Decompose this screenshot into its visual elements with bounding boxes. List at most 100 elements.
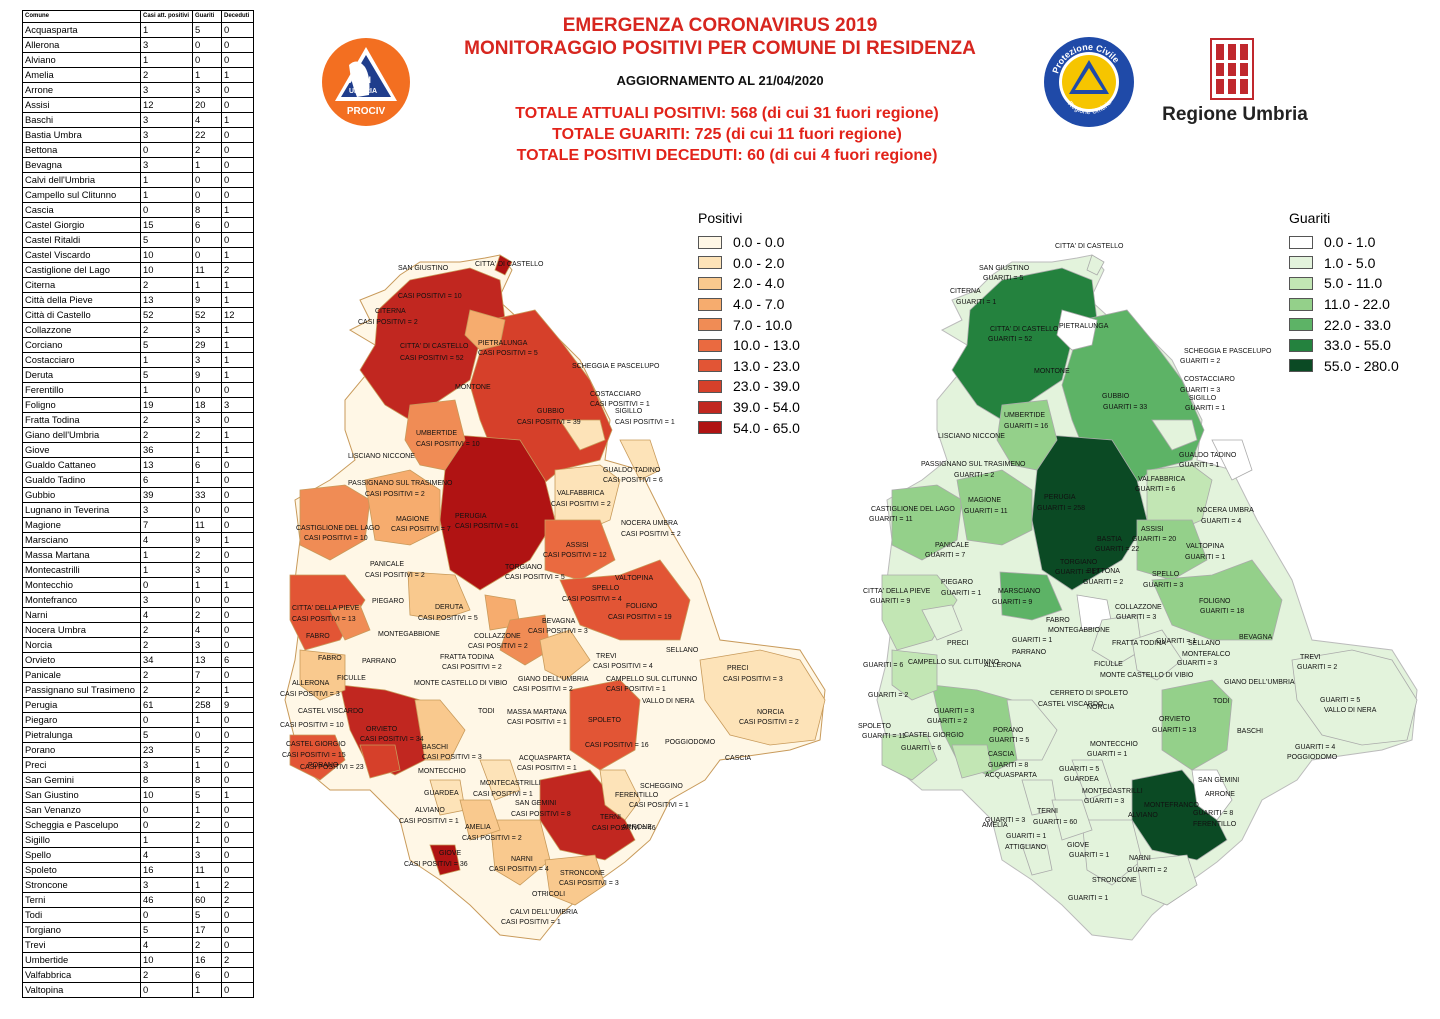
guariti-map: CITTA' DI CASTELLO SAN GIUSTINO GUARITI = … bbox=[0, 0, 1418, 941]
legend-positivi-item: 13.0 - 23.0 bbox=[698, 356, 800, 377]
guariti-map-label: CITTA' DELLA PIEVE bbox=[863, 588, 931, 595]
positivi-municipality bbox=[329, 604, 371, 641]
guariti-map-label: NOCERA UMBRA bbox=[1197, 507, 1254, 514]
legend-guariti-item: 0.0 - 1.0 bbox=[1289, 232, 1399, 253]
positivi-municipality bbox=[464, 309, 506, 351]
positivi-map-label: DERUTA bbox=[435, 604, 464, 611]
positivi-map-label: CASI POSITIVI = 16 bbox=[585, 742, 649, 749]
positivi-map-label: CASI POSITIVI = 4 bbox=[593, 663, 653, 670]
positivi-map-label: FICULLE bbox=[337, 675, 366, 682]
positivi-municipality bbox=[559, 419, 606, 451]
legend-guariti-swatch bbox=[1289, 338, 1313, 352]
guariti-map-label: GUARITI = 4 bbox=[1295, 744, 1335, 751]
positivi-map-label: POGGIODOMO bbox=[665, 739, 716, 746]
positivi-map-label: CAMPELLO SUL CLITUNNO bbox=[606, 676, 698, 683]
guariti-map-label: SAN GEMINI bbox=[1198, 777, 1239, 784]
guariti-municipality bbox=[891, 484, 963, 561]
guariti-map-label: BETTONA bbox=[1087, 568, 1120, 575]
legend-positivi-swatch bbox=[698, 421, 722, 435]
guariti-map-label: GUARITI = 1 bbox=[1068, 895, 1108, 902]
guariti-municipality bbox=[1161, 679, 1233, 771]
positivi-map-label: PIETRALUNGA bbox=[478, 340, 528, 347]
legend-positivi-swatch bbox=[698, 235, 722, 249]
guariti-map-label: GUARITI = 6 bbox=[901, 745, 941, 752]
guariti-map-label: GUARITI = 3 bbox=[1143, 582, 1183, 589]
guariti-map-label: GUARITI = 6 bbox=[863, 662, 903, 669]
guariti-map-label: ATTIGLIANO bbox=[1005, 844, 1047, 851]
guariti-municipality bbox=[1291, 649, 1418, 746]
guariti-map-label: GIANO DELL'UMBRIA bbox=[1224, 679, 1295, 686]
guariti-map-label: BEVAGNA bbox=[1239, 634, 1273, 641]
guariti-map-label: VALTOPINA bbox=[1186, 543, 1224, 550]
positivi-map-label: CASI POSITIVI = 1 bbox=[629, 802, 689, 809]
positivi-municipality bbox=[544, 854, 606, 906]
positivi-municipality bbox=[289, 574, 366, 651]
positivi-map-label: LISCIANO NICCONE bbox=[348, 453, 415, 460]
guariti-map-label: ASSISI bbox=[1141, 526, 1164, 533]
positivi-municipality bbox=[429, 844, 461, 876]
table-row: Città della Pieve 13 9 1 bbox=[22, 292, 254, 308]
guariti-map-label: GUARITI = 20 bbox=[1132, 536, 1176, 543]
guariti-map-label: GUARITI = 7 bbox=[925, 552, 965, 559]
positivi-map-label: BASCHI bbox=[422, 744, 448, 751]
guariti-map-label: GUARITI = 33 bbox=[1103, 404, 1147, 411]
guariti-map-label: CAMPELLO SUL CLITUNNO bbox=[908, 659, 1000, 666]
table-row: Giove 36 1 1 bbox=[22, 442, 254, 458]
guariti-map-label: GUARITI = 5 bbox=[1059, 766, 1099, 773]
legend-guariti-swatch bbox=[1289, 318, 1313, 332]
guariti-map-label: GUARITI = 1 bbox=[1156, 638, 1196, 645]
legend-guariti-swatch bbox=[1289, 235, 1313, 249]
title-line-2: MONITORAGGIO POSITIVI PER COMUNE DI RESI… bbox=[464, 38, 976, 59]
legend-positivi-item: 0.0 - 2.0 bbox=[698, 253, 800, 274]
positivi-municipality bbox=[599, 769, 641, 821]
guariti-map-label: POGGIODOMO bbox=[1287, 754, 1338, 761]
positivi-map-label: PORANO bbox=[308, 762, 339, 769]
positivi-map-label: CASTEL GIORGIO bbox=[286, 741, 346, 748]
positivi-municipality bbox=[544, 519, 616, 581]
legend-positivi-label: 7.0 - 10.0 bbox=[733, 316, 793, 333]
guariti-map-label: GUARDEA bbox=[1064, 776, 1099, 783]
table-row: Arrone 3 3 0 bbox=[22, 82, 254, 98]
positivi-municipality bbox=[539, 769, 636, 861]
guariti-map-label: ALVIANO bbox=[1128, 812, 1158, 819]
positivi-map-label: ORVIETO bbox=[366, 726, 398, 733]
cell-comune: Valtopina bbox=[22, 982, 141, 998]
guariti-map-label: VALFABBRICA bbox=[1138, 476, 1186, 483]
guariti-map-label: MONTECASTRILLI bbox=[1082, 788, 1143, 795]
table-row: Marsciano 4 9 1 bbox=[22, 532, 254, 548]
positivi-map-label: NORCIA bbox=[757, 709, 785, 716]
table-row: Pietralunga 5 0 0 bbox=[22, 727, 254, 743]
guariti-map-label: GUARITI = 2 bbox=[1127, 867, 1167, 874]
guariti-map-label: GUARITI = 3 bbox=[934, 708, 974, 715]
legend-positivi-title: Positivi bbox=[698, 210, 743, 226]
legend-guariti-label: 55.0 - 280.0 bbox=[1324, 357, 1399, 374]
positivi-map-label: CASI POSITIVI = 4 bbox=[489, 866, 549, 873]
table-row: Amelia 2 1 1 bbox=[22, 67, 254, 83]
positivi-municipality bbox=[494, 254, 513, 276]
table-row: San Giustino 10 5 1 bbox=[22, 787, 254, 803]
cell-deceduti: 0 bbox=[221, 592, 254, 608]
positivi-map-label: COLLAZZONE bbox=[474, 633, 521, 640]
positivi-map-label: SPOLETO bbox=[588, 717, 621, 724]
guariti-municipality bbox=[1151, 419, 1198, 451]
positivi-map-label: CASI POSITIVI = 36 bbox=[404, 861, 468, 868]
positivi-municipality bbox=[404, 399, 466, 471]
cell-deceduti: 0 bbox=[221, 82, 254, 98]
guariti-map-label: GUARITI = 3 bbox=[985, 817, 1025, 824]
positivi-map-label: CASCIA bbox=[725, 755, 751, 762]
guariti-map-label: MARSCIANO bbox=[998, 588, 1041, 595]
guariti-map-label: GUARITI = 1 bbox=[1185, 405, 1225, 412]
table-row: Gualdo Cattaneo 13 6 0 bbox=[22, 457, 254, 473]
positivi-map-label: CASI POSITIVI = 1 bbox=[615, 419, 675, 426]
positivi-municipality bbox=[489, 819, 551, 886]
guariti-municipality bbox=[1131, 629, 1183, 681]
guariti-municipality bbox=[1151, 559, 1283, 641]
table-row: Bettona 0 2 0 bbox=[22, 142, 254, 158]
guariti-map-label: GUARITI = 2 bbox=[868, 692, 908, 699]
legend-positivi-swatch bbox=[698, 400, 722, 414]
table-row: Foligno 19 18 3 bbox=[22, 397, 254, 413]
positivi-map-label: SPELLO bbox=[592, 585, 620, 592]
table-row: Deruta 5 9 1 bbox=[22, 367, 254, 383]
positivi-municipality bbox=[299, 649, 346, 701]
